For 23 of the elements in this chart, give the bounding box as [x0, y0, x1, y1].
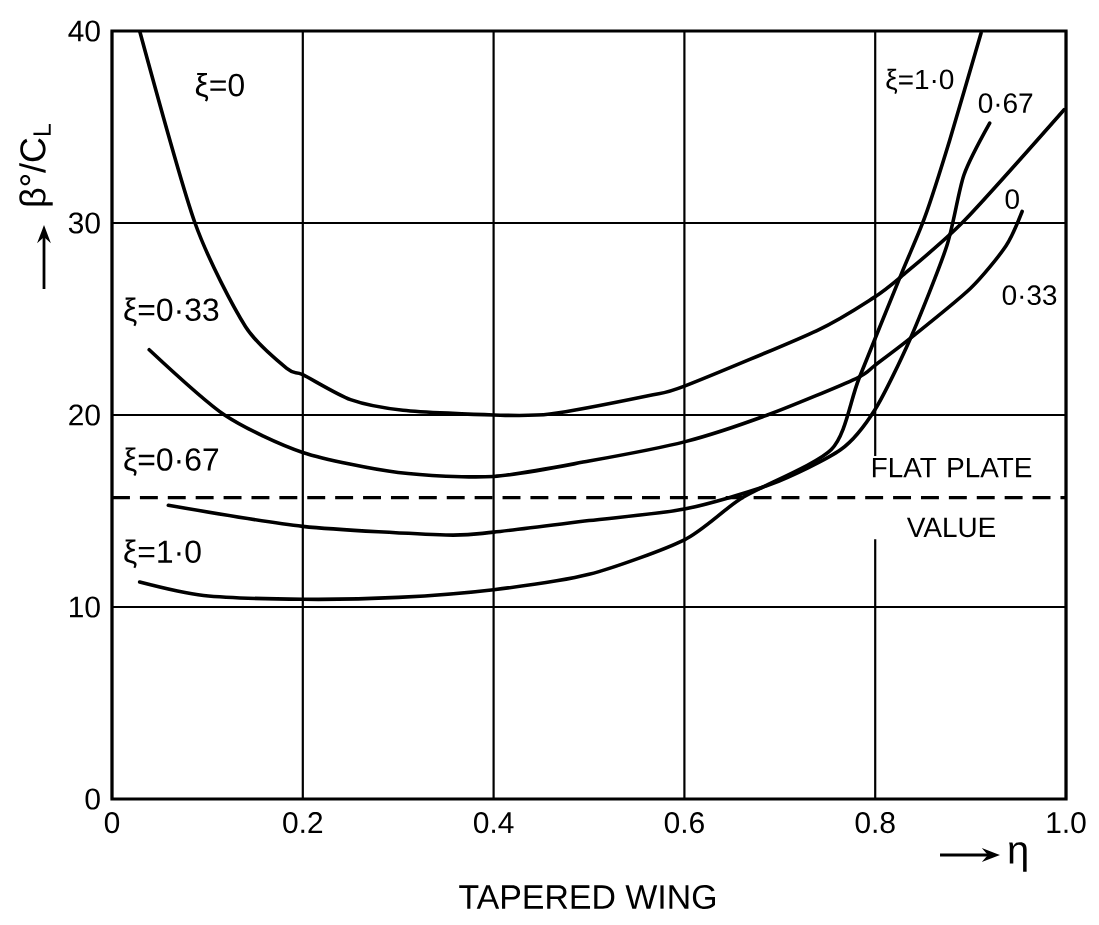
- series-label: ξ=0·33: [124, 297, 219, 327]
- y-tick-label: 40: [68, 20, 100, 42]
- y-tick-label: 10: [70, 596, 100, 618]
- x-tick-label: 0.4: [473, 812, 514, 834]
- annotation: ξ=1·0: [886, 68, 954, 94]
- x-tick-label: 0.8: [855, 812, 895, 834]
- text: TAPERED WING: [459, 885, 715, 909]
- y-tick-label: 0: [85, 788, 100, 810]
- text: FLAT PLATE VALUE: [872, 457, 1032, 538]
- annotation: 0: [1005, 189, 1019, 210]
- series-label: ξ=0: [195, 72, 244, 102]
- annotation: 0·67: [978, 93, 1033, 114]
- annotation: 0·33: [1002, 285, 1057, 306]
- x-axis-title: η: [1009, 842, 1027, 872]
- series-label: ξ=0·67: [124, 447, 219, 476]
- y-tick-label: 20: [69, 404, 100, 426]
- y-axis-title: β°/C$_{L}$: [19, 123, 53, 206]
- series-label: ξ=1·0: [124, 539, 201, 569]
- x-tick-label: 1.0: [1047, 812, 1086, 834]
- x-tick-label: 0.2: [283, 812, 323, 834]
- y-tick-label: 30: [68, 212, 100, 234]
- x-tick-label: 0.6: [664, 812, 704, 834]
- x-tick-label: 0: [104, 812, 120, 834]
